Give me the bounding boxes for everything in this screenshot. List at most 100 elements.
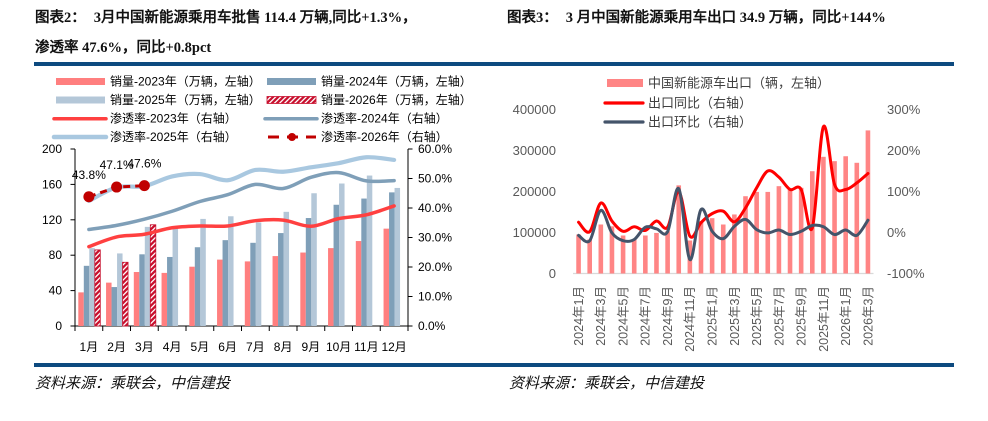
- legend-item: 出口环比（右轴）: [603, 115, 752, 130]
- x-tick-label: 9月: [302, 340, 321, 354]
- bar-series-0-10: [328, 248, 334, 326]
- data-label: 47.1%: [100, 158, 134, 172]
- y-tick-label-left: 40: [49, 284, 63, 298]
- x-tick-label: 2024年7月: [639, 286, 653, 346]
- line-series-4: [87, 204, 396, 249]
- y-tick-label-right: 200%: [887, 143, 921, 158]
- y-tick-label-left: 80: [49, 248, 63, 262]
- bar-export-12: [698, 221, 704, 274]
- bar-export-3: [598, 224, 604, 274]
- figure-2-label: 图表2：: [35, 10, 86, 26]
- legend-item: 出口同比（右轴）: [603, 96, 752, 111]
- y-tick-label-left: 0: [549, 266, 556, 281]
- bar-export-5: [620, 235, 626, 274]
- figure-2-title: 图表2： 3月中国新能源乘用车批售 114.4 万辆,同比+1.3%， 渗透率 4…: [35, 3, 417, 63]
- legend-label: 渗透率-2023年（右轴）: [110, 111, 237, 126]
- line-series-5: [87, 170, 396, 232]
- y-tick-label-right: 40.0%: [418, 201, 452, 215]
- figure-3-title-row1: 图表3： 3 月中国新能源乘用车出口 34.9 万辆，同比+144%: [507, 3, 886, 33]
- top-divider: [34, 62, 954, 66]
- legend-item: 销量-2026年（万辆，左轴）: [266, 92, 472, 107]
- bar-series-2-2: [117, 253, 123, 326]
- bar-export-23: [821, 156, 826, 274]
- legend-label: 渗透率-2026年（右轴）: [321, 129, 448, 144]
- figure-3-label: 图表3：: [507, 10, 558, 26]
- point-series-7-3: [138, 180, 150, 192]
- bar-series-2-8: [283, 211, 290, 326]
- bar-series-0-6: [217, 259, 223, 326]
- bar-series-0-7: [244, 261, 251, 326]
- x-tick-label: 2025年3月: [728, 286, 742, 346]
- bar-series-0-2: [106, 282, 112, 326]
- bar-series-2-6: [228, 216, 234, 326]
- bar-series-0-11: [355, 241, 362, 326]
- y-tick-label-right: 300%: [887, 102, 921, 117]
- x-tick-label: 2024年1月: [572, 286, 586, 346]
- bar-series-2-9: [311, 193, 317, 326]
- bar-series-2-11: [366, 175, 373, 326]
- x-tick-label: 2026年3月: [861, 286, 875, 346]
- x-tick-label: 5月: [191, 340, 210, 354]
- y-tick-label-right: 60.0%: [418, 142, 452, 156]
- bar-export-24: [832, 161, 837, 274]
- figure-3-title-line1: 3 月中国新能源乘用车出口 34.9 万辆，同比+144%: [565, 10, 886, 26]
- x-tick-label: 2025年11月: [817, 286, 831, 352]
- bar-export-9: [665, 231, 670, 274]
- legend-label: 中国新能源车出口（辆，左轴）: [648, 76, 830, 91]
- bar-series-1-1: [83, 265, 90, 326]
- legend-label: 销量-2024年（万辆，左轴）: [321, 74, 472, 89]
- bar-series-1-8: [278, 233, 284, 326]
- legend-swatch-bar: [56, 78, 105, 85]
- data-label: 47.6%: [127, 157, 161, 171]
- x-tick-label: 3月: [135, 340, 154, 354]
- bar-export-6: [631, 239, 637, 274]
- legend-label: 渗透率-2025年（右轴）: [110, 129, 237, 144]
- data-label: 43.8%: [72, 168, 106, 182]
- y-tick-label-left: 400000: [513, 102, 556, 117]
- y-tick-label-left: 160: [42, 177, 62, 191]
- legend-label: 渗透率-2024年（右轴）: [321, 111, 448, 126]
- legend-item: 销量-2025年（万辆，左轴）: [56, 92, 261, 107]
- legend-item: 销量-2023年（万辆，左轴）: [56, 74, 261, 89]
- bottom-divider: [34, 363, 954, 367]
- y-tick-label-right: 20.0%: [418, 260, 452, 274]
- bar-export-26: [854, 162, 860, 274]
- bar-series-1-12: [389, 192, 395, 326]
- bar-series-1-4: [167, 256, 173, 326]
- bar-series-1-10: [333, 204, 340, 326]
- bar-series-1-6: [222, 240, 229, 326]
- bar-export-2: [587, 239, 592, 274]
- line-series-2: [577, 187, 870, 262]
- y-tick-label-right: 0%: [887, 225, 906, 240]
- bar-series-0-12: [383, 228, 390, 326]
- y-tick-label-right: 30.0%: [418, 231, 452, 245]
- bar-export-13: [709, 218, 715, 274]
- y-tick-label-right: 50.0%: [418, 172, 452, 186]
- bar-export-25: [843, 156, 848, 274]
- y-tick-label-left: 200000: [513, 184, 556, 199]
- x-tick-label: 7月: [246, 340, 265, 354]
- x-tick-label: 12月: [381, 340, 406, 354]
- legend-item: 渗透率-2025年（右轴）: [51, 129, 237, 144]
- legend-item: 销量-2024年（万辆，左轴）: [267, 74, 472, 89]
- legend-label: 销量-2025年（万辆，左轴）: [110, 92, 261, 107]
- x-tick-label: 2024年9月: [661, 286, 675, 346]
- chart-nev-export: 中国新能源车出口（辆，左轴） 出口同比（右轴） 出口环比（右轴） 400000 3000…: [513, 76, 925, 352]
- x-tick-label: 4月: [163, 340, 182, 354]
- y-tick-label-right: -100%: [887, 266, 925, 281]
- legend-swatch-bar: [56, 96, 105, 104]
- y-tick-label-left: 0: [55, 319, 62, 333]
- legend-swatch-marker: [288, 133, 296, 141]
- bar-series-2-1: [89, 248, 95, 326]
- bar-series-1-9: [305, 218, 312, 326]
- y-tick-label-left: 120: [42, 213, 62, 227]
- legend-label: 销量-2026年（万辆，左轴）: [321, 92, 472, 107]
- legend-label: 出口环比（右轴）: [648, 115, 752, 130]
- bar-series-0-5: [189, 266, 195, 326]
- bar-series-2-10: [339, 183, 345, 326]
- x-tick-label: 2024年5月: [616, 286, 630, 346]
- bar-series-0-3: [133, 272, 140, 326]
- x-tick-label: 8月: [274, 340, 293, 354]
- figure-3-title: 图表3： 3 月中国新能源乘用车出口 34.9 万辆，同比+144%: [507, 3, 886, 33]
- line-series-1: [577, 124, 870, 239]
